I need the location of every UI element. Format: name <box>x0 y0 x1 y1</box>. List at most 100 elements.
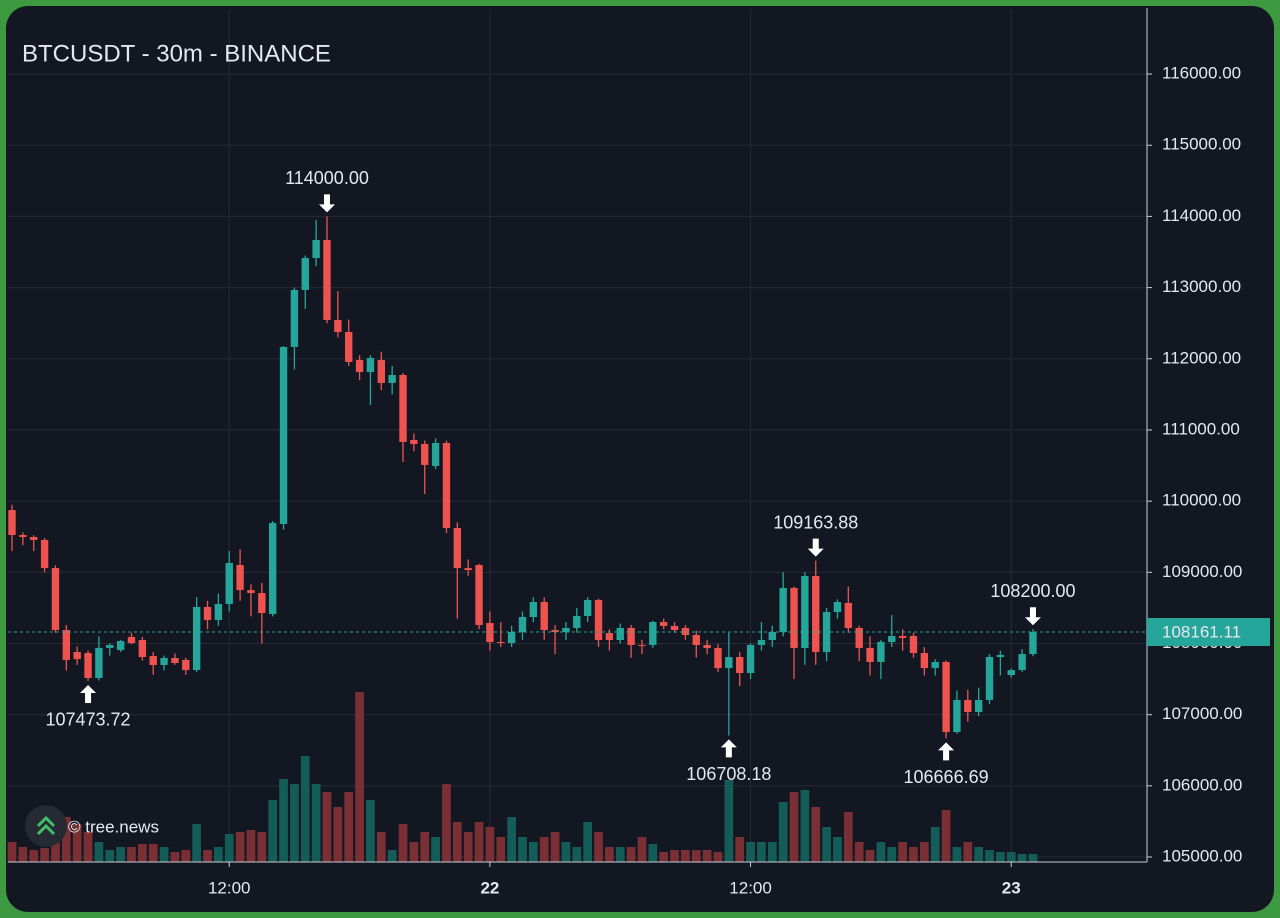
volume-bar <box>507 817 516 862</box>
candle-body <box>833 601 842 613</box>
candle-body <box>171 658 179 663</box>
candle-body <box>736 657 744 674</box>
candle-body <box>985 657 994 700</box>
y-tick-label: 116000.00 <box>1162 64 1241 83</box>
candle-body <box>399 375 407 442</box>
volume-bar <box>452 822 462 862</box>
candle-body <box>931 661 939 669</box>
candle-body <box>192 606 201 671</box>
candle-body <box>540 601 548 631</box>
volume-bar <box>529 842 538 862</box>
volume-bar <box>279 779 288 862</box>
volume-bar <box>909 847 918 862</box>
candle-body <box>996 654 1005 658</box>
annotation-arrow <box>938 742 955 761</box>
volume-bar <box>442 784 451 862</box>
x-tick-label: 12:00 <box>729 878 772 897</box>
volume-bar <box>615 847 625 862</box>
candle-body <box>127 637 136 643</box>
candle-body <box>73 652 81 660</box>
volume-bar <box>40 848 49 862</box>
candle-body <box>225 562 233 604</box>
annotation-label: 109163.88 <box>773 512 858 532</box>
candle-body <box>616 627 624 640</box>
volume-bar <box>138 844 147 862</box>
volume-bar <box>822 827 831 862</box>
volume-bar <box>778 802 788 862</box>
candle-body <box>670 625 679 631</box>
volume-bar <box>268 800 278 862</box>
volume-bar <box>626 847 636 862</box>
chart-title: BTCUSDT - 30m - BINANCE <box>22 40 331 67</box>
candle-body <box>529 601 538 618</box>
candle-body <box>312 239 320 258</box>
candle-body <box>964 699 972 713</box>
candle-body <box>638 644 646 646</box>
volume-bar <box>713 852 723 862</box>
candle-body <box>649 621 657 645</box>
y-tick-label: 111000.00 <box>1162 419 1240 438</box>
candle-body <box>920 653 929 669</box>
volume-bar <box>355 692 364 862</box>
volume-bar <box>496 837 506 862</box>
watermark-text: © tree.news <box>68 817 159 836</box>
annotation-arrow <box>318 194 335 213</box>
candle-body <box>681 627 690 636</box>
annotation-arrow <box>807 538 824 557</box>
x-tick-label: 22 <box>480 878 499 897</box>
annotation-arrow <box>720 739 737 758</box>
volume-bar <box>116 847 125 862</box>
volume-bar <box>691 850 701 862</box>
candle-body <box>1007 670 1015 676</box>
candle-body <box>421 443 429 465</box>
volume-bar <box>1017 854 1027 862</box>
candle-body <box>757 639 766 645</box>
candle-body <box>279 346 288 524</box>
volume-bar <box>539 837 549 862</box>
volume-bar <box>181 850 191 862</box>
candle-body <box>366 357 375 373</box>
volume-bar <box>811 807 821 862</box>
candle-body <box>290 290 299 347</box>
candle-body <box>355 359 364 373</box>
candle-body <box>84 653 92 679</box>
candle-body <box>583 599 592 617</box>
candle-body <box>497 641 505 643</box>
candle-body <box>573 616 581 628</box>
volume-bar <box>300 756 310 862</box>
annotation-arrow <box>80 684 97 703</box>
volume-bar <box>898 842 907 862</box>
volume-bar <box>29 850 39 862</box>
candle-body <box>160 658 168 665</box>
volume-bar <box>518 837 527 862</box>
watermark: © tree.news <box>25 805 159 847</box>
volume-bar <box>148 844 158 862</box>
volume-bar <box>757 842 766 862</box>
candle-body <box>714 647 722 669</box>
volume-bar <box>767 842 777 862</box>
volume-bar <box>746 842 755 862</box>
candle-body <box>62 630 71 660</box>
volume-bar <box>996 852 1005 862</box>
candle-body <box>659 621 668 626</box>
candle-body <box>507 632 516 643</box>
volume-bar <box>311 784 321 862</box>
volume-bar <box>724 780 734 862</box>
candle-body <box>844 602 853 628</box>
candle-body <box>627 627 635 645</box>
candle-body <box>909 636 918 654</box>
last-price-label: 108161.11 <box>1162 623 1241 642</box>
candle-body <box>214 603 223 620</box>
volume-bar <box>930 827 940 862</box>
candle-body <box>974 699 983 713</box>
volume-bar <box>72 824 82 862</box>
volume-bar <box>876 842 886 862</box>
candle-body <box>40 539 49 569</box>
volume-bar <box>387 850 397 862</box>
volume-bar <box>159 847 169 862</box>
volume-bar <box>670 850 679 862</box>
candle-body <box>605 633 614 640</box>
volume-bar <box>83 832 93 862</box>
candle-body <box>19 535 27 538</box>
